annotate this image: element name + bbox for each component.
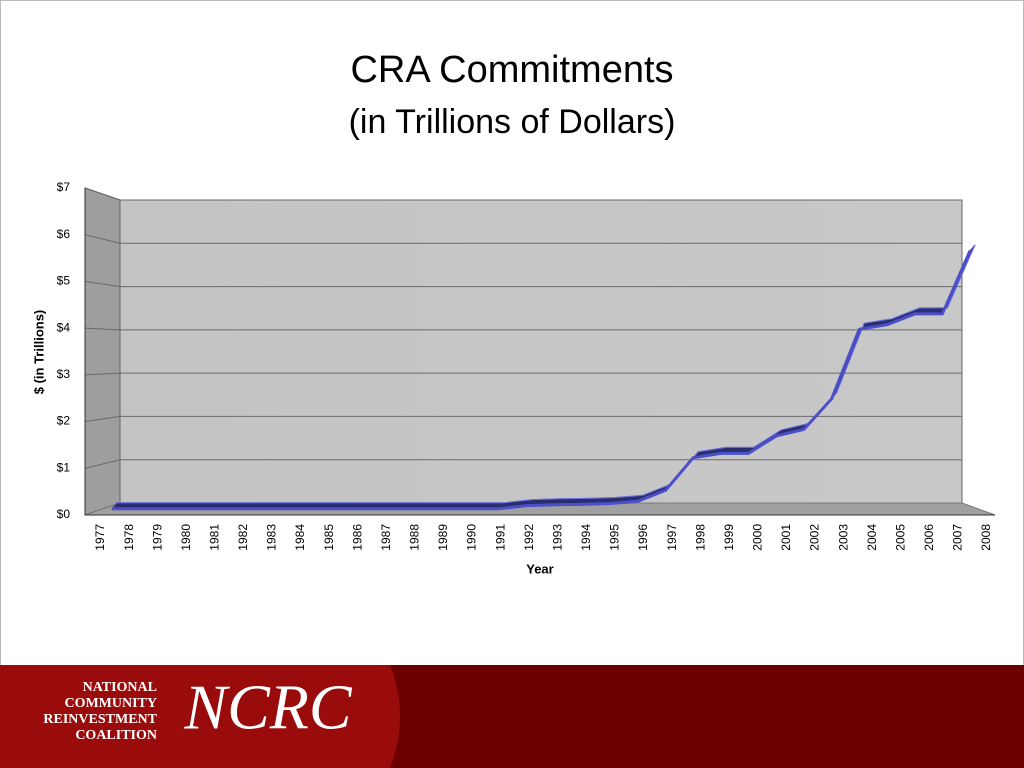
chart-title: CRA Commitments — [350, 49, 673, 91]
x-tick-label: 1981 — [207, 524, 221, 551]
y-tick-label: $6 — [57, 227, 71, 241]
x-tick-label: 1978 — [122, 524, 136, 551]
logo: NCRC — [183, 672, 352, 743]
x-tick-label: 2001 — [779, 524, 793, 551]
line — [112, 250, 972, 511]
x-tick-label: 1988 — [408, 524, 422, 551]
x-tick-label: 1987 — [379, 524, 393, 551]
x-tick-label: 1997 — [665, 524, 679, 551]
x-tick-label: 2003 — [836, 524, 850, 551]
x-tick-label: 2006 — [922, 524, 936, 551]
x-tick-label: 1999 — [722, 524, 736, 551]
x-tick-label: 1994 — [579, 524, 593, 551]
x-tick-label: 2005 — [893, 524, 907, 551]
x-tick-label: 1984 — [293, 524, 307, 551]
x-tick-label: 1996 — [636, 524, 650, 551]
x-tick-label: 1980 — [179, 524, 193, 551]
grid-line — [84, 280, 962, 288]
grid-line — [84, 372, 962, 376]
x-tick-label: 2008 — [979, 524, 993, 551]
x-tick-label: 1991 — [493, 524, 507, 551]
x-tick-label: 2007 — [951, 524, 965, 551]
footer-logo-bg — [0, 665, 400, 768]
chart-subtitle: (in Trillions of Dollars) — [349, 103, 676, 141]
x-tick-label: 1990 — [465, 524, 479, 551]
x-tick-label: 1989 — [436, 524, 450, 551]
x-tick-label: 1998 — [693, 524, 707, 551]
grid-line — [84, 459, 962, 469]
x-tick-label: 1995 — [608, 524, 622, 551]
grid-line — [84, 327, 962, 331]
org-name-line: NATIONAL — [83, 680, 157, 695]
grid-line — [84, 415, 962, 423]
x-axis-title: Year — [526, 561, 553, 576]
side-wall — [84, 187, 121, 516]
org-name-line: REINVESTMENT — [43, 712, 157, 727]
x-tick-label: 1986 — [350, 524, 364, 551]
org-name-line: COALITION — [75, 728, 157, 743]
grid-line — [84, 234, 962, 244]
y-tick-label: $3 — [57, 367, 71, 381]
x-tick-label: 2004 — [865, 524, 879, 551]
y-tick-label: $1 — [57, 460, 71, 474]
x-tick-label: 2000 — [751, 524, 765, 551]
x-tick-label: 1993 — [550, 524, 564, 551]
y-tick-label: $2 — [57, 414, 71, 428]
x-tick-label: 2002 — [808, 524, 822, 551]
y-axis-title: $ (in Trillions) — [31, 310, 46, 395]
grid-line — [84, 187, 962, 201]
x-tick-label: 1982 — [236, 524, 250, 551]
x-tick-label: 1983 — [265, 524, 279, 551]
y-tick-label: $4 — [57, 320, 71, 334]
y-tick-label: $0 — [57, 507, 71, 521]
y-tick-label: $5 — [57, 274, 71, 288]
x-tick-label: 1977 — [93, 524, 107, 551]
y-tick-label: $7 — [57, 180, 71, 194]
x-tick-label: 1985 — [322, 524, 336, 551]
x-tick-label: 1992 — [522, 524, 536, 551]
back-wall — [119, 199, 963, 504]
org-name-line: COMMUNITY — [64, 696, 157, 711]
x-tick-label: 1979 — [150, 524, 164, 551]
